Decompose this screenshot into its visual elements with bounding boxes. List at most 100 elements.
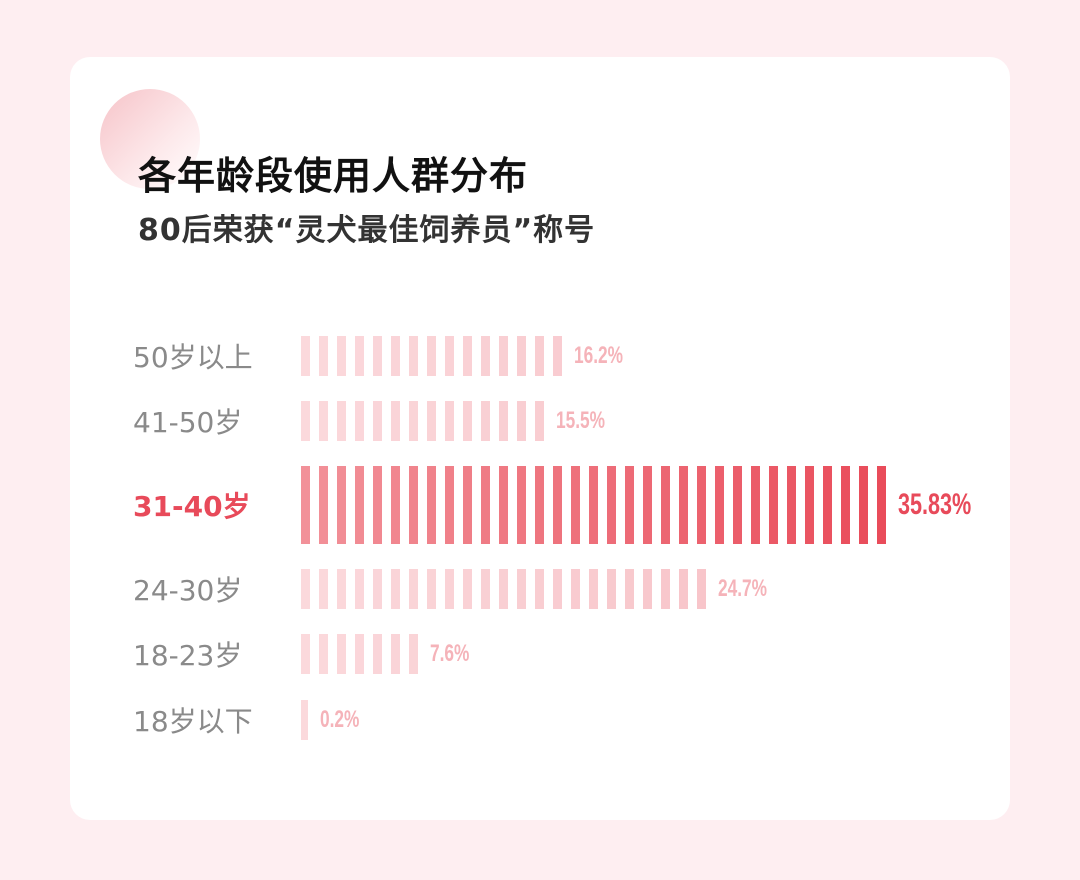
bar-segment <box>661 466 670 544</box>
bar-segment <box>643 569 652 609</box>
bar-segment <box>859 466 868 544</box>
bar-segment <box>553 569 562 609</box>
bar-segment <box>319 401 328 441</box>
bar-segment <box>463 336 472 376</box>
bar-segment <box>481 569 490 609</box>
bar-segment <box>373 634 382 674</box>
bar-segment <box>877 466 886 544</box>
bar-segment <box>679 466 688 544</box>
bar-segment <box>805 466 814 544</box>
bar-segment <box>517 569 526 609</box>
bar-segment <box>769 466 778 544</box>
bar-segment <box>751 466 760 544</box>
bar-segment <box>499 336 508 376</box>
data-label: 7.6% <box>430 640 470 667</box>
bar-segment <box>517 336 526 376</box>
bar-segment <box>679 569 688 609</box>
bar-segment <box>787 466 796 544</box>
bar-segment <box>571 569 580 609</box>
bar-segment <box>391 336 400 376</box>
bar-segment <box>445 336 454 376</box>
bar-segment <box>553 466 562 544</box>
bar-segment <box>319 336 328 376</box>
bar-segment <box>301 466 310 544</box>
bar-segment <box>589 466 598 544</box>
bar-segment <box>373 336 382 376</box>
bar-segment <box>373 466 382 544</box>
bar-segment <box>463 466 472 544</box>
bar-segment <box>535 466 544 544</box>
category-label: 50岁以上 <box>133 341 253 374</box>
bar-segment <box>427 336 436 376</box>
bar-segment <box>373 401 382 441</box>
bar-segment <box>607 466 616 544</box>
bar-segment <box>319 569 328 609</box>
bar-segment <box>355 634 364 674</box>
bar-segment <box>697 466 706 544</box>
bar-segment <box>427 466 436 544</box>
bar-segment <box>301 700 308 740</box>
bar-segment <box>301 569 310 609</box>
bar-segment <box>301 401 310 441</box>
bar-segment <box>355 401 364 441</box>
bar-segment <box>607 569 616 609</box>
bar-segment <box>625 466 634 544</box>
bar-segment <box>319 634 328 674</box>
data-label: 15.5% <box>556 407 606 434</box>
category-label: 41-50岁 <box>133 406 243 439</box>
chart-title: 各年龄段使用人群分布 <box>138 154 529 198</box>
bar-segment <box>337 336 346 376</box>
bar-segment <box>337 466 346 544</box>
bar-segment <box>409 634 418 674</box>
bar-segment <box>553 336 562 376</box>
bar-segment <box>733 466 742 544</box>
data-label: 35.83% <box>898 488 972 521</box>
bar-segment <box>481 466 490 544</box>
bar-segment <box>409 336 418 376</box>
bar-segment <box>823 466 832 544</box>
bar-segment <box>391 569 400 609</box>
bar-segment <box>355 569 364 609</box>
bar-segment <box>463 401 472 441</box>
bar-segment <box>301 336 310 376</box>
bar-segment <box>301 634 310 674</box>
category-label: 18岁以下 <box>133 705 253 738</box>
bar-segment <box>409 569 418 609</box>
chart-card: 各年龄段使用人群分布 80后荣获“灵犬最佳饲养员”称号 50岁以上 16.2% 41… <box>70 57 1010 820</box>
bar-segment <box>355 466 364 544</box>
bar-segment <box>841 466 850 544</box>
bar-segment <box>661 569 670 609</box>
chart-subtitle: 80后荣获“灵犬最佳饲养员”称号 <box>138 213 596 248</box>
bar-segment <box>697 569 706 609</box>
data-label: 24.7% <box>718 575 768 602</box>
bar-segment <box>463 569 472 609</box>
bar-segment <box>445 569 454 609</box>
bar-segment <box>427 401 436 441</box>
bar-segment <box>409 466 418 544</box>
bar-segment <box>481 336 490 376</box>
category-label: 24-30岁 <box>133 574 243 607</box>
bar-segment <box>715 466 724 544</box>
bar-segment <box>337 569 346 609</box>
bar-segment <box>337 401 346 441</box>
bar-segment <box>427 569 436 609</box>
bar-segment <box>517 401 526 441</box>
bar-segment <box>355 336 364 376</box>
bar-segment <box>643 466 652 544</box>
bar-segment <box>391 401 400 441</box>
bar-segment <box>571 466 580 544</box>
bar-segment <box>373 569 382 609</box>
bar-segment <box>535 569 544 609</box>
decorative-circle <box>100 89 200 189</box>
bar-segment <box>409 401 418 441</box>
bar-segment <box>445 401 454 441</box>
bar-segment <box>517 466 526 544</box>
bar-segment <box>391 466 400 544</box>
bar-segment <box>337 634 346 674</box>
data-label: 0.2% <box>320 706 360 733</box>
bar-segment <box>499 569 508 609</box>
bar-segment <box>535 401 544 441</box>
bar-segment <box>391 634 400 674</box>
data-label: 16.2% <box>574 342 624 369</box>
category-label: 18-23岁 <box>133 639 243 672</box>
